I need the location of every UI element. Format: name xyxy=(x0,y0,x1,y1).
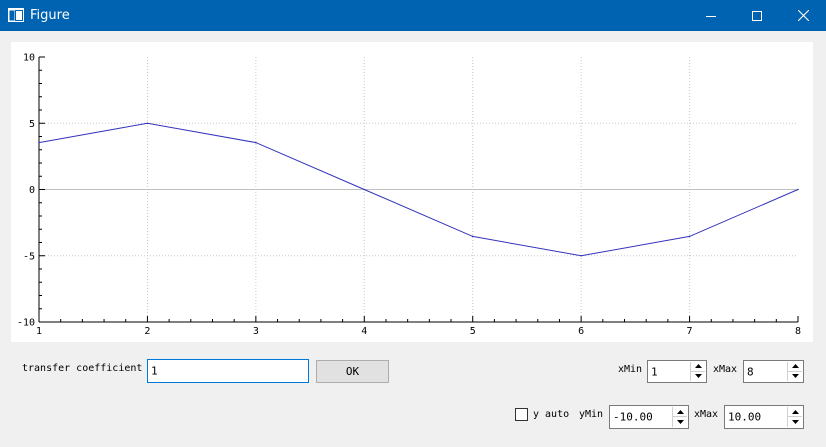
close-icon xyxy=(797,10,809,21)
line-chart: 1 2 3 4 5 6 7 8 10 5 0 -5 -10 xyxy=(17,53,801,338)
window-title: Figure xyxy=(30,8,70,23)
xmin-down-button[interactable] xyxy=(691,372,705,382)
x-tick-label: 2 xyxy=(144,326,150,337)
maximize-button[interactable] xyxy=(734,0,780,31)
plot-canvas[interactable]: 1 2 3 4 5 6 7 8 10 5 0 -5 -10 xyxy=(11,42,813,342)
ymin-down-button[interactable] xyxy=(673,417,687,427)
y-tick-label: 5 xyxy=(29,119,35,130)
arrow-up-icon xyxy=(791,364,799,369)
xmax2-label: xMax xyxy=(694,409,719,420)
data-point xyxy=(797,188,799,191)
minimize-button[interactable] xyxy=(688,0,734,31)
xmax2-down-button[interactable] xyxy=(788,417,802,427)
ok-button[interactable]: OK xyxy=(316,360,389,383)
xmax2-up-button[interactable] xyxy=(788,407,802,417)
arrow-down-icon xyxy=(791,420,799,424)
x-tick-label: 1 xyxy=(36,326,42,337)
ymin-label: yMin xyxy=(579,409,604,420)
xmin-spinbox[interactable]: 1 xyxy=(647,360,707,383)
arrow-up-icon xyxy=(694,364,702,369)
ymin-up-button[interactable] xyxy=(673,407,687,417)
arrow-down-icon xyxy=(676,420,684,424)
xmax-spinbox[interactable]: 8 xyxy=(743,360,804,383)
y-auto-checkbox[interactable] xyxy=(515,408,528,421)
close-button[interactable] xyxy=(780,0,826,31)
y-tick-label: 0 xyxy=(29,185,35,196)
xmax2-spinbox[interactable]: 10.00 xyxy=(724,405,804,429)
app-icon xyxy=(8,8,24,22)
x-tick-label: 3 xyxy=(253,326,259,337)
x-tick-label: 8 xyxy=(795,326,801,337)
x-tick-label: 4 xyxy=(361,326,367,337)
arrow-down-icon xyxy=(791,374,799,379)
y-tick-label: -5 xyxy=(23,251,35,262)
xmax-value: 8 xyxy=(747,365,754,378)
y-auto-label: y auto xyxy=(533,409,570,420)
x-tick-label: 5 xyxy=(470,326,476,337)
y-tick-label: -10 xyxy=(17,318,35,329)
arrow-down-icon xyxy=(694,374,702,379)
x-tick-label: 6 xyxy=(578,326,584,337)
x-tick-label: 7 xyxy=(687,326,693,337)
title-bar[interactable]: Figure xyxy=(0,0,826,31)
ymin-value: -10.00 xyxy=(613,410,653,424)
arrow-up-icon xyxy=(791,409,799,414)
transfer-coefficient-value: 1 xyxy=(151,364,158,378)
xmax2-value: 10.00 xyxy=(728,410,762,424)
ymin-spinbox[interactable]: -10.00 xyxy=(609,405,689,429)
data-point xyxy=(688,235,691,238)
minimize-icon xyxy=(706,15,716,17)
transfer-coefficient-input[interactable]: 1 xyxy=(147,359,309,383)
xmin-label: xMin xyxy=(618,364,643,375)
maximize-icon xyxy=(752,10,762,21)
xmin-up-button[interactable] xyxy=(691,362,705,372)
transfer-coefficient-label: transfer coefficient xyxy=(22,363,143,374)
y-tick-label: 10 xyxy=(23,53,35,64)
data-point xyxy=(255,141,257,144)
data-point xyxy=(580,254,582,257)
arrow-up-icon xyxy=(676,409,684,414)
xmin-value: 1 xyxy=(651,365,658,378)
xmax-up-button[interactable] xyxy=(788,362,802,372)
xmax-down-button[interactable] xyxy=(788,372,802,382)
data-point xyxy=(146,122,149,125)
data-point xyxy=(471,235,474,238)
data-point xyxy=(38,141,40,144)
data-point xyxy=(363,188,366,191)
xmax-label: xMax xyxy=(713,364,738,375)
series-line xyxy=(38,122,799,257)
